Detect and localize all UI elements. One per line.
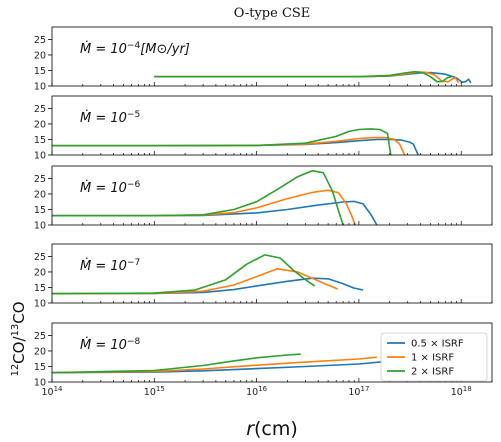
y-tick-label: 20 bbox=[34, 346, 46, 357]
x-tick-label: 1016 bbox=[246, 385, 268, 398]
panel-4: 10 15 20 25 Ṁ = 10−7 bbox=[34, 243, 493, 310]
x-tick-base: 10 bbox=[144, 387, 156, 398]
series-line-1 bbox=[52, 138, 419, 155]
legend-box bbox=[380, 332, 488, 382]
y-tick-label: 25 bbox=[34, 104, 46, 115]
series-line-1 bbox=[154, 71, 472, 84]
y-tick-label: 10 bbox=[34, 299, 46, 310]
panel-3: 10 15 20 25 Ṁ = 10−6 bbox=[34, 165, 493, 232]
y-tick-label: 25 bbox=[34, 331, 46, 342]
y-tick-label: 15 bbox=[34, 205, 46, 216]
y-axis-label-iso-b: 13 bbox=[10, 324, 21, 337]
panel-label-prefix: Ṁ = 10 bbox=[80, 110, 127, 126]
series-line-3 bbox=[154, 70, 452, 83]
panel-2: 10 15 20 25 Ṁ = 10−5 bbox=[34, 95, 493, 162]
chart-title: O-type CSE bbox=[234, 6, 311, 21]
y-tick-label: 10 bbox=[34, 221, 46, 232]
panel-frame bbox=[51, 243, 493, 304]
y-axis-label: 12CO/13CO bbox=[10, 301, 28, 376]
panel-label-prefix: Ṁ = 10 bbox=[80, 180, 127, 196]
panel-frame bbox=[51, 26, 493, 87]
panel-label: Ṁ = 10−4[M⊙/yr] bbox=[80, 41, 190, 57]
panel-label-exp: −7 bbox=[127, 258, 140, 268]
legend: 0.5 × ISRF 1 × ISRF 2 × ISRF bbox=[380, 332, 488, 382]
legend-label: 0.5 × ISRF bbox=[411, 339, 464, 350]
panel-label: Ṁ = 10−8 bbox=[80, 337, 140, 353]
y-tick-label: 10 bbox=[34, 151, 46, 162]
y-tick-label: 10 bbox=[34, 82, 46, 93]
y-axis-label-mol-b: CO bbox=[10, 301, 28, 323]
x-tick-base: 10 bbox=[41, 387, 53, 398]
y-axis-label-mol-a: CO/ bbox=[10, 336, 28, 364]
y-tick-label: 25 bbox=[34, 252, 46, 263]
y-tick-label: 15 bbox=[34, 66, 46, 77]
y-tick-label: 25 bbox=[34, 35, 46, 46]
panel-label-unit: [M⊙/yr] bbox=[140, 42, 190, 57]
x-tick-label: 1017 bbox=[348, 385, 369, 398]
panel-label-exp: −6 bbox=[127, 180, 141, 190]
panel-frame bbox=[51, 322, 493, 383]
y-tick-label: 20 bbox=[34, 119, 46, 130]
panel-frame bbox=[51, 165, 493, 226]
panel-label: Ṁ = 10−7 bbox=[80, 258, 140, 274]
series-line-2 bbox=[52, 356, 377, 374]
x-tick-label: 1015 bbox=[144, 385, 165, 398]
panel-1: 10 15 20 25 Ṁ = 10−4[M⊙/yr] bbox=[34, 26, 493, 93]
y-tick-label: 20 bbox=[34, 50, 46, 61]
series-line-3 bbox=[52, 169, 344, 225]
panel-label: Ṁ = 10−6 bbox=[80, 180, 140, 196]
y-tick-label: 10 bbox=[34, 378, 46, 389]
series-line-2 bbox=[52, 267, 338, 295]
x-tick-exp: 17 bbox=[360, 385, 369, 393]
y-tick-label: 15 bbox=[34, 283, 46, 294]
series-line-3 bbox=[52, 353, 301, 374]
panel-label-prefix: Ṁ = 10 bbox=[80, 258, 127, 274]
x-axis-label-main: r bbox=[246, 418, 255, 440]
panel-label: Ṁ = 10−5 bbox=[80, 110, 140, 126]
y-axis-label-iso-a: 12 bbox=[10, 364, 21, 377]
x-axis: 1014 1015 1016 1017 1018 bbox=[41, 385, 471, 398]
legend-label: 1 × ISRF bbox=[411, 353, 454, 364]
panel-frame bbox=[51, 95, 493, 156]
x-tick-exp: 14 bbox=[54, 385, 63, 393]
panel-label-prefix: Ṁ = 10 bbox=[80, 337, 127, 353]
x-axis-label-unit: (cm) bbox=[254, 418, 298, 440]
panel-label-prefix: Ṁ = 10 bbox=[80, 41, 127, 57]
y-tick-label: 15 bbox=[34, 135, 46, 146]
panel-label-exp: −8 bbox=[127, 337, 141, 347]
x-tick-label: 1018 bbox=[451, 385, 472, 398]
x-tick-base: 10 bbox=[451, 387, 463, 398]
panel-5: 10 15 20 25 Ṁ = 10−8 bbox=[34, 322, 493, 389]
x-tick-base: 10 bbox=[246, 387, 258, 398]
x-tick-exp: 16 bbox=[258, 385, 267, 393]
y-tick-label: 15 bbox=[34, 362, 46, 373]
series-line-3 bbox=[52, 254, 316, 295]
y-tick-label: 20 bbox=[34, 267, 46, 278]
legend-label: 2 × ISRF bbox=[411, 367, 454, 378]
panel-label-exp: −4 bbox=[127, 41, 141, 51]
y-tick-label: 25 bbox=[34, 174, 46, 185]
x-tick-exp: 15 bbox=[156, 385, 165, 393]
x-axis-label: r(cm) bbox=[246, 418, 298, 440]
x-tick-base: 10 bbox=[348, 387, 360, 398]
panel-label-exp: −5 bbox=[127, 110, 140, 120]
x-tick-exp: 18 bbox=[463, 385, 472, 393]
y-tick-label: 20 bbox=[34, 189, 46, 200]
x-tick-label: 1014 bbox=[41, 385, 63, 398]
series-line-3 bbox=[52, 128, 392, 155]
